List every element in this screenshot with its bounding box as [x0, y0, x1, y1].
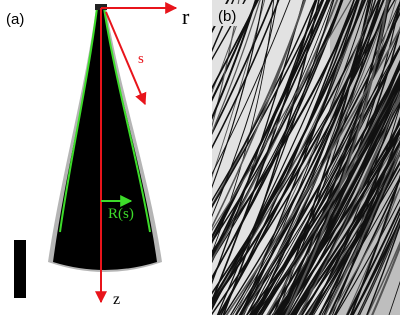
fiber [212, 0, 331, 258]
fiber [318, 127, 400, 315]
s-label: s [138, 51, 144, 67]
fiber [366, 223, 400, 315]
fiber [292, 151, 400, 315]
fiber [257, 84, 400, 315]
fiber [298, 160, 400, 315]
fiber [212, 0, 261, 134]
fiber [212, 0, 306, 229]
z-label: z [113, 291, 120, 308]
fiber [212, 0, 266, 179]
fiber [216, 0, 335, 315]
fiber [212, 0, 235, 53]
fiber [333, 177, 400, 315]
fiber [212, 0, 279, 218]
fiber [212, 0, 367, 303]
fiber [212, 0, 317, 202]
fiber [351, 211, 400, 315]
fiber [240, 0, 360, 315]
fiber [304, 160, 400, 315]
fiber [212, 0, 246, 61]
fiber [298, 90, 400, 315]
fiber [242, 0, 390, 315]
fiber [222, 0, 320, 315]
panel-a-label: (a) [6, 11, 24, 28]
fiber [308, 160, 400, 315]
radius-label: R(s) [108, 206, 134, 222]
fiber [212, 0, 275, 254]
fiber [212, 0, 344, 279]
fiber [212, 0, 240, 129]
r-label: r [182, 4, 190, 29]
fiber [212, 0, 258, 102]
panel-b [212, 0, 400, 315]
fiber [212, 0, 264, 189]
fiber [358, 221, 400, 315]
fiber [371, 244, 400, 315]
fiber [243, 0, 369, 315]
fiber [345, 186, 400, 315]
fiber [241, 28, 400, 315]
fiber [324, 150, 400, 315]
fiber [239, 44, 400, 315]
fiber [212, 0, 257, 121]
fiber [266, 73, 400, 315]
fiber [346, 205, 400, 315]
scale-bar [14, 240, 26, 298]
fibers [212, 0, 400, 315]
fiber [212, 0, 342, 262]
cone-outline-left [59, 7, 98, 233]
fiber [212, 0, 333, 259]
fiber [257, 59, 400, 315]
fiber [366, 240, 400, 315]
fiber [335, 198, 400, 315]
fiber [212, 0, 260, 90]
fiber [257, 47, 400, 315]
s-axis [105, 11, 147, 106]
fiber [277, 101, 400, 315]
fiber [212, 0, 274, 136]
fiber [212, 0, 291, 175]
fiber [223, 0, 385, 315]
fiber [284, 0, 389, 315]
fiber [253, 0, 390, 315]
fiber [284, 72, 400, 315]
fiber [212, 0, 385, 306]
panel-a: (a) r s R(s) z [6, 2, 190, 308]
fiber [351, 218, 400, 315]
panel-b-label-bg [214, 4, 244, 26]
cone [53, 8, 157, 270]
fiber [212, 0, 352, 232]
fiber [254, 44, 400, 315]
fiber [349, 174, 400, 315]
fiber [294, 101, 400, 315]
fiber [225, 27, 400, 315]
panel-b-label: (b) [218, 8, 236, 25]
fiber [212, 0, 323, 209]
cone-outline-right [103, 7, 151, 233]
fiber [329, 186, 400, 315]
fiber [212, 0, 280, 150]
fiber [212, 0, 325, 244]
fiber [212, 0, 305, 285]
fiber [281, 130, 400, 315]
